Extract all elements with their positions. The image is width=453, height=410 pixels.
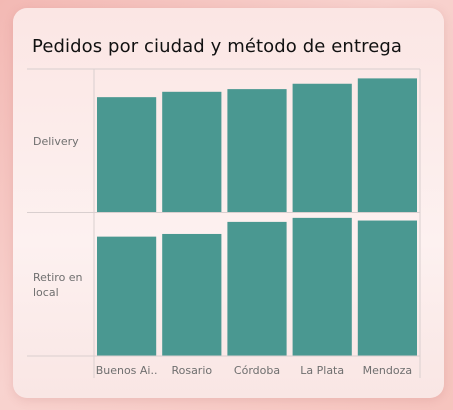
bar: [227, 89, 287, 213]
x-tick-label: Córdoba: [234, 364, 280, 377]
bar: [162, 91, 222, 213]
bar: [97, 97, 157, 213]
series-label: Delivery: [33, 135, 79, 148]
bar: [292, 83, 352, 213]
series-label: Retiro en local: [33, 271, 83, 299]
bar: [227, 221, 287, 356]
x-tick-label: Buenos Ai..: [96, 364, 158, 377]
bar: [97, 236, 157, 356]
x-tick-label: La Plata: [300, 364, 344, 377]
bar: [292, 217, 352, 356]
bar: [357, 78, 417, 213]
bar: [357, 220, 417, 356]
x-tick-label: Rosario: [171, 364, 212, 377]
bar: [162, 233, 222, 356]
x-tick-label: Mendoza: [363, 364, 412, 377]
chart-title: Pedidos por ciudad y método de entrega: [32, 36, 403, 57]
